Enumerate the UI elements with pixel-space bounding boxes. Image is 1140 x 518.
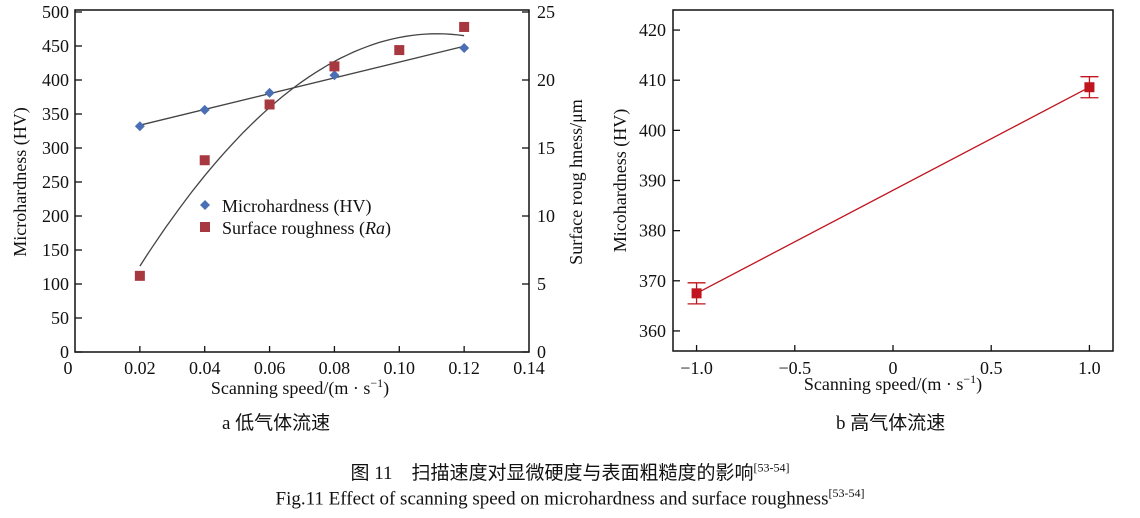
y2-tick-label-a: 10 (537, 206, 555, 226)
y-tick-label-b: 360 (639, 321, 666, 341)
point-roughness (134, 270, 145, 281)
y-tick-label-b: 380 (639, 221, 666, 241)
point-microhardness (134, 121, 145, 132)
point-microhardness (264, 87, 275, 98)
y-axis-label-b: Micohardness (HV) (610, 109, 631, 252)
caption-en-text: Fig.11 Effect of scanning speed on micro… (275, 488, 829, 510)
x-tick-label-a: 0.06 (254, 358, 286, 378)
y2-tick-label-a: 15 (537, 138, 555, 158)
y-tick-label-b: 410 (639, 70, 666, 90)
caption-cn-ref: [53-54] (753, 460, 790, 475)
y-tick-label-b: 420 (639, 20, 666, 40)
y-tick-label-a: 250 (42, 172, 69, 192)
y-tick-label-a: 450 (42, 36, 69, 56)
point-roughness (394, 45, 405, 56)
legend-marker-roughness (200, 222, 210, 232)
y-tick-label-a: 100 (42, 274, 69, 294)
plot-frame-a (74, 9, 530, 353)
y-tick-label-a: 400 (42, 70, 69, 90)
x-tick-label-b: −0.5 (778, 358, 811, 378)
y-axis-label-a: Microhardness (HV) (10, 107, 31, 256)
y-tick-label-a: 300 (42, 138, 69, 158)
x-tick-label-b: 0.5 (980, 358, 1003, 378)
x-tick-label-b: 0 (889, 358, 898, 378)
x-tick-label-a: 0.14 (513, 358, 545, 378)
point-roughness (329, 61, 340, 72)
y-tick-label-a: 500 (42, 2, 69, 22)
panel-b-label: b 高气体流速 (836, 413, 946, 434)
x-axis-label-a: Scanning speed/(m · s−1) (211, 376, 389, 399)
y-tick-label-a: 150 (42, 240, 69, 260)
trendline-microhardness (139, 45, 465, 126)
legend-label-microhardness: Microhardness (HV) (222, 196, 371, 217)
point-roughness (264, 99, 275, 110)
x-tick-label-a: 0.12 (448, 358, 480, 378)
caption-cn-text: 图 11 扫描速度对显微硬度与表面粗糙度的影响 (350, 463, 754, 484)
plot-frame-b (672, 9, 1114, 352)
y2-tick-label-a: 0 (537, 342, 546, 362)
y2-tick-label-a: 20 (537, 70, 555, 90)
y-tick-label-a: 50 (51, 308, 69, 328)
x-tick-label-a: 0 (64, 358, 73, 378)
y-tick-label-a: 0 (60, 342, 69, 362)
point-microhardness (199, 104, 210, 115)
y2-tick-label-a: 25 (537, 2, 555, 22)
data-line (696, 86, 1090, 294)
x-tick-label-a: 0.02 (124, 358, 156, 378)
point-roughness (199, 155, 210, 166)
point-microhardness (459, 43, 470, 54)
x-tick-label-a: 0.08 (319, 358, 351, 378)
y2-axis-label-a: Surface roug hness/μm (566, 99, 586, 265)
x-axis-label-b: Scanning speed/(m · s−1) (804, 372, 982, 395)
trendline-roughness (139, 33, 465, 267)
caption-chinese: 图 11 扫描速度对显微硬度与表面粗糙度的影响[53-54] (0, 458, 1140, 485)
x-tick-label-b: −1.0 (680, 358, 713, 378)
y-tick-label-a: 200 (42, 206, 69, 226)
y2-tick-label-a: 5 (537, 274, 546, 294)
caption-en-ref: [53-54] (828, 486, 865, 500)
point-microhardness (329, 70, 340, 81)
y-tick-label-a: 350 (42, 104, 69, 124)
data-point (691, 288, 702, 299)
data-point (1084, 82, 1095, 93)
y-tick-label-b: 370 (639, 271, 666, 291)
x-tick-label-b: 1.0 (1078, 358, 1101, 378)
point-roughness (459, 21, 470, 32)
caption-english: Fig.11 Effect of scanning speed on micro… (0, 486, 1140, 510)
x-tick-label-a: 0.10 (384, 358, 416, 378)
y-tick-label-b: 400 (639, 120, 666, 140)
panel-a-label: a 低气体流速 (222, 413, 331, 434)
legend-label-roughness: Surface roughness (Ra) (222, 218, 391, 239)
x-tick-label-a: 0.04 (189, 358, 221, 378)
legend-marker-microhardness (200, 200, 210, 210)
y-tick-label-b: 390 (639, 171, 666, 191)
